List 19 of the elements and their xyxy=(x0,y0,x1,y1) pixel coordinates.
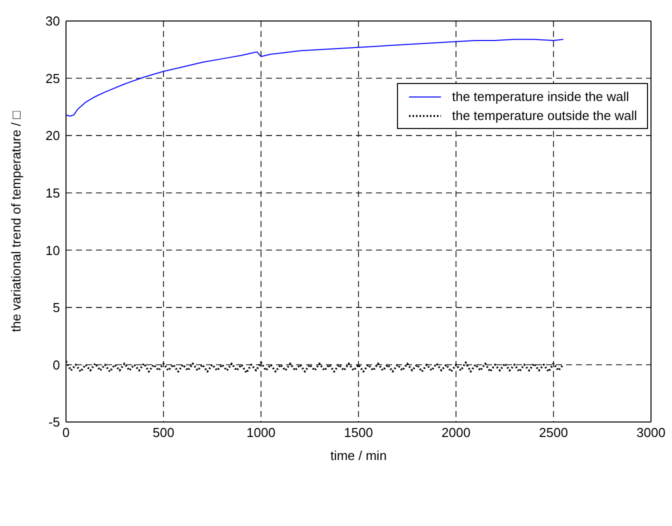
legend-label: the temperature inside the wall xyxy=(452,89,630,104)
x-tick-label: 3000 xyxy=(636,425,666,440)
x-tick-label: 1000 xyxy=(246,425,276,440)
x-axis-title: time / min xyxy=(330,448,387,463)
y-tick-label: 20 xyxy=(46,128,60,144)
x-tick-label: 2000 xyxy=(442,425,470,440)
y-tick-label: 0 xyxy=(52,357,60,372)
y-tick-label: 10 xyxy=(46,242,60,258)
y-tick-label: 15 xyxy=(46,185,60,200)
x-tick-label: 2500 xyxy=(539,425,568,440)
y-tick-label: 5 xyxy=(52,300,60,316)
y-axis-title: the variational trend of temperature / □ xyxy=(8,110,24,332)
y-tick-label: 30 xyxy=(46,14,60,29)
legend-label: the temperature outside the wall xyxy=(452,108,637,123)
x-tick-label: 0 xyxy=(62,425,70,440)
x-tick-label: 500 xyxy=(152,425,174,440)
x-tick-label: 1500 xyxy=(344,425,373,440)
y-tick-label: 25 xyxy=(46,70,60,86)
y-tick-label: -5 xyxy=(48,414,60,430)
